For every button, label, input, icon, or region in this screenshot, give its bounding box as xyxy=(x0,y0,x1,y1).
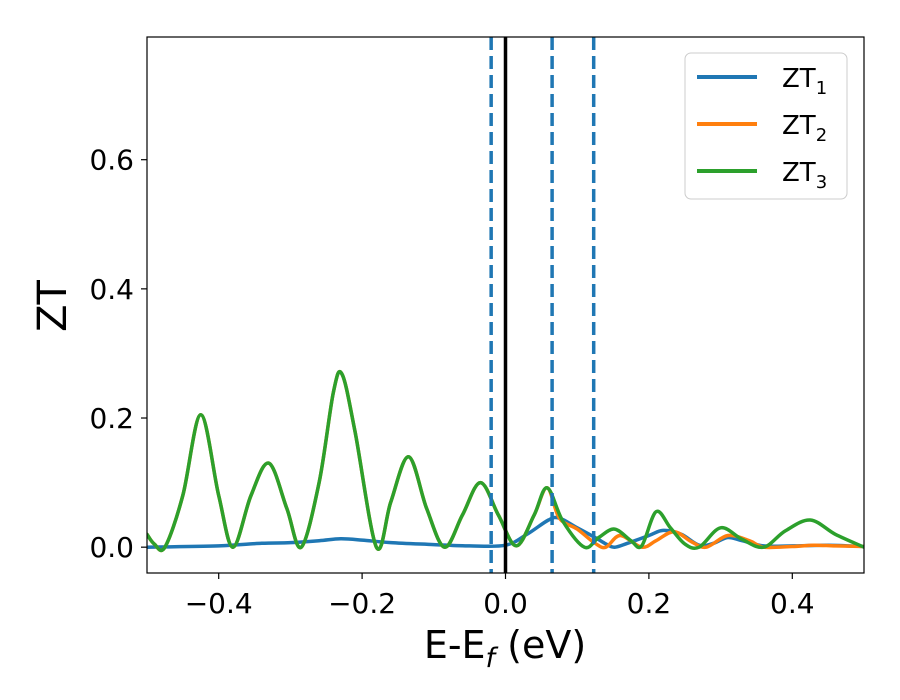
plot-area xyxy=(147,37,864,573)
legend-label-zt2: ZT2 xyxy=(782,111,827,146)
y-tick-label: 0.2 xyxy=(89,402,134,435)
x-tick-label: −0.2 xyxy=(328,587,396,620)
x-axis-title: E-Ef (eV) xyxy=(424,623,586,674)
series-line-zt3 xyxy=(147,369,864,553)
x-tick-label: 0.0 xyxy=(483,587,528,620)
y-tick-label: 0.0 xyxy=(89,531,134,564)
x-axis-title-main: E-E xyxy=(424,623,486,667)
x-axis-title-unit: (eV) xyxy=(495,623,586,667)
x-tick-label: 0.2 xyxy=(627,587,672,620)
y-tick-label: 0.4 xyxy=(89,273,134,306)
x-tick-label: −0.4 xyxy=(185,587,253,620)
series-line-zt1 xyxy=(147,515,864,549)
legend-label-zt3: ZT3 xyxy=(782,158,827,193)
legend-box xyxy=(684,52,848,200)
y-axis-title: ZT xyxy=(30,280,76,332)
legend: ZT1 ZT2 ZT3 xyxy=(684,52,848,200)
axes: −0.4 −0.2 0.0 0.2 0.4 0.0 0.2 0.4 0.6 xyxy=(89,36,865,620)
y-tick-label: 0.6 xyxy=(89,144,134,177)
x-tick-label: 0.4 xyxy=(770,587,815,620)
legend-label-zt1: ZT1 xyxy=(782,64,827,99)
